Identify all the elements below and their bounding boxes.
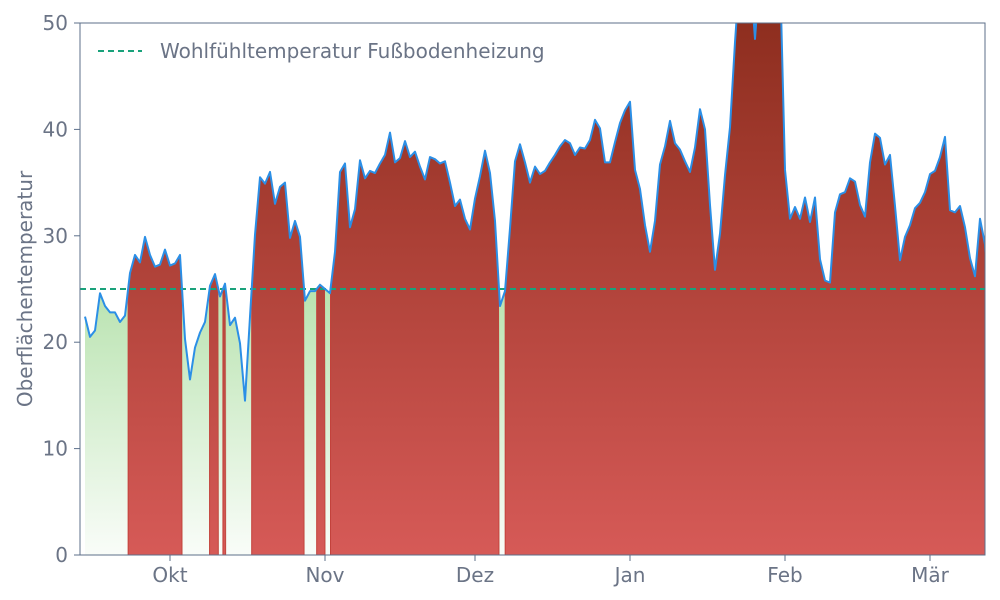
x-tick-label: Mär <box>911 563 950 587</box>
below-reference-area <box>218 289 223 555</box>
above-reference-area <box>209 273 219 555</box>
above-reference-area <box>222 283 227 555</box>
y-tick-label: 30 <box>43 224 68 248</box>
below-reference-area <box>225 289 252 555</box>
legend-label: Wohlfühltemperatur Fußbodenheizung <box>160 39 545 63</box>
below-reference-area <box>988 289 1000 555</box>
y-tick-label: 40 <box>43 117 68 141</box>
legend: Wohlfühltemperatur Fußbodenheizung <box>98 39 545 63</box>
y-tick-label: 20 <box>43 330 68 354</box>
below-reference-area <box>325 289 331 555</box>
y-tick-label: 50 <box>43 11 68 35</box>
x-tick-label: Okt <box>152 563 187 587</box>
x-tick-label: Feb <box>767 563 802 587</box>
y-axis: 0 10 20 30 40 50 <box>43 11 80 567</box>
below-reference-area <box>499 289 506 555</box>
above-reference-area <box>127 236 183 555</box>
x-axis: Okt Nov Dez Jan Feb Mär <box>152 555 950 587</box>
x-tick-label: Jan <box>613 563 646 587</box>
x-tick-label: Dez <box>456 563 494 587</box>
below-reference-area <box>85 289 129 555</box>
temperature-series-line <box>84 23 985 402</box>
below-reference-area <box>304 289 317 555</box>
above-reference-area <box>316 284 326 555</box>
x-tick-label: Nov <box>305 563 344 587</box>
y-tick-label: 10 <box>43 437 68 461</box>
y-tick-label: 0 <box>55 543 68 567</box>
plot-frame <box>79 22 986 556</box>
plot-area <box>80 23 1000 555</box>
below-reference-area <box>182 289 210 555</box>
above-reference-area <box>504 23 985 555</box>
above-reference-area <box>251 171 305 555</box>
y-axis-title: Oberflächentemperatur <box>13 170 37 407</box>
